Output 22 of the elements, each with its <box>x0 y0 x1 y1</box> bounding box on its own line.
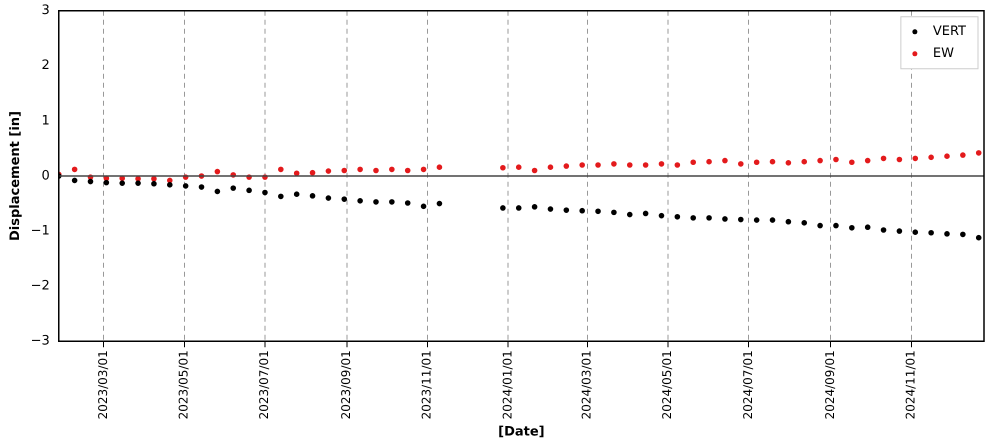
x-tick-label: 2024/11/01 <box>903 350 918 420</box>
x-tick-label: 2024/03/01 <box>580 350 594 420</box>
x-axis-title: [Date] <box>498 424 545 440</box>
y-tick-label: 1 <box>41 113 50 128</box>
x-tick-label: 2023/05/01 <box>176 350 190 420</box>
x-tick-label: 2023/11/01 <box>420 350 434 420</box>
y-tick-label: 3 <box>41 3 50 18</box>
y-axis-title: Displacement [in] <box>8 111 24 242</box>
legend-label: VERT <box>932 24 966 40</box>
x-tick-label: 2024/09/01 <box>822 350 837 420</box>
x-tick-label: 2023/03/01 <box>96 350 110 420</box>
y-tick-label: −1 <box>30 223 50 238</box>
y-tick-label: −2 <box>30 278 50 294</box>
y-tick-label: 2 <box>41 58 50 74</box>
x-tick-label: 2024/01/01 <box>500 350 514 420</box>
legend-label: EW <box>932 46 954 62</box>
x-tick-label: 2024/05/01 <box>660 350 674 420</box>
x-tick-label: 2023/07/01 <box>257 350 272 420</box>
y-tick-label: −3 <box>30 334 50 349</box>
x-tick-label: 2023/09/01 <box>339 350 354 420</box>
y-tick-label: 0 <box>41 168 50 184</box>
x-tick-label: 2024/07/01 <box>740 350 755 420</box>
